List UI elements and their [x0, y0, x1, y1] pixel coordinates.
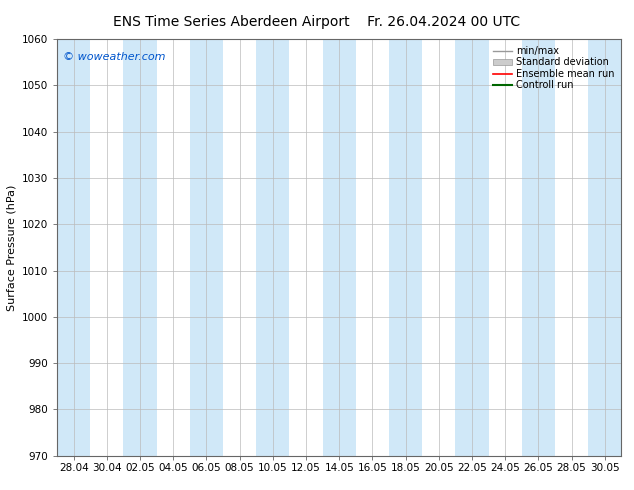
- Bar: [455, 39, 489, 456]
- Bar: [190, 39, 223, 456]
- Legend: min/max, Standard deviation, Ensemble mean run, Controll run: min/max, Standard deviation, Ensemble me…: [491, 44, 616, 92]
- Text: ENS Time Series Aberdeen Airport    Fr. 26.04.2024 00 UTC: ENS Time Series Aberdeen Airport Fr. 26.…: [113, 15, 521, 29]
- Bar: [256, 39, 289, 456]
- Bar: [323, 39, 356, 456]
- Bar: [522, 39, 555, 456]
- Bar: [389, 39, 422, 456]
- Bar: [124, 39, 157, 456]
- Text: © woweather.com: © woweather.com: [63, 51, 165, 62]
- Y-axis label: Surface Pressure (hPa): Surface Pressure (hPa): [6, 184, 16, 311]
- Bar: [57, 39, 90, 456]
- Bar: [588, 39, 621, 456]
